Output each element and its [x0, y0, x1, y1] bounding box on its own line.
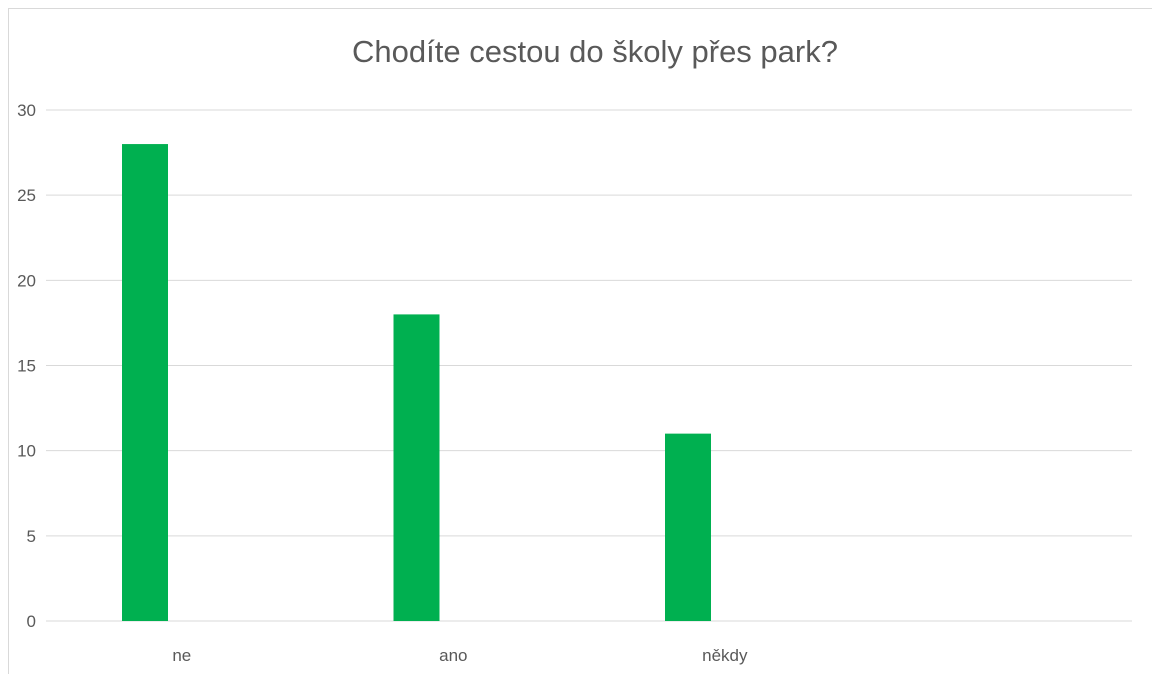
y-tick-label: 20	[17, 271, 36, 290]
y-tick-label: 15	[17, 357, 36, 376]
y-tick-label: 30	[17, 101, 36, 120]
bars	[122, 144, 711, 622]
bar-ne	[122, 144, 168, 622]
bar-někdy	[665, 433, 711, 621]
y-tick-label: 10	[17, 442, 36, 461]
x-axis-ticks: ne ano někdy	[172, 646, 748, 665]
y-tick-label: 5	[27, 527, 36, 546]
y-axis-ticks: 0 5 10 15 20 25 30	[17, 101, 36, 631]
x-tick-label: ano	[439, 646, 467, 665]
x-tick-label: ne	[172, 646, 191, 665]
x-tick-label: někdy	[702, 646, 748, 665]
chart-area	[8, 8, 1152, 674]
chart-title: Chodíte cestou do školy přes park?	[352, 34, 838, 69]
y-tick-label: 0	[27, 612, 36, 631]
bar-ano	[393, 314, 440, 621]
y-tick-label: 25	[17, 186, 36, 205]
gridlines	[46, 109, 1132, 622]
